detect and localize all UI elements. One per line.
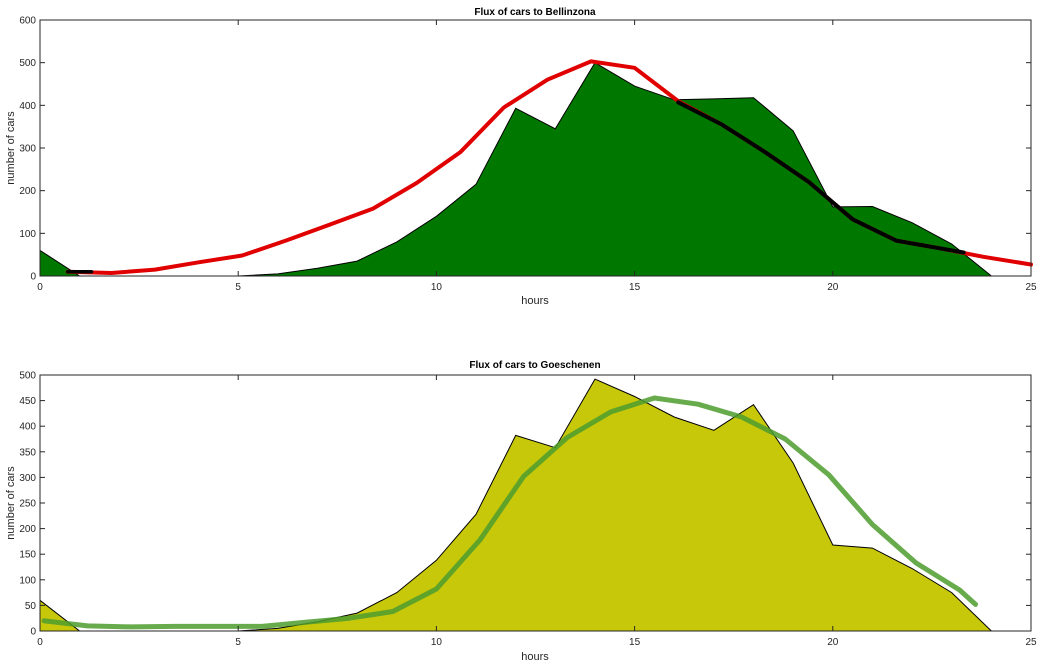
line-series	[41, 395, 978, 630]
x-tick-label: 10	[431, 282, 443, 293]
x-tick-label: 25	[1025, 282, 1037, 293]
y-tick-label: 0	[30, 272, 36, 283]
y-tick-label: 250	[19, 499, 36, 510]
chart-goeschenen: Flux of cars to Goeschenen hours number …	[5, 360, 1037, 663]
y-tick-label: 400	[19, 422, 36, 433]
y-tick-label: 450	[19, 396, 36, 407]
plot-area	[39, 59, 1033, 277]
x-tick-label: 5	[235, 637, 241, 648]
x-axis-label: hours	[521, 295, 549, 307]
x-tick-label: 0	[37, 282, 43, 293]
y-tick-label: 200	[19, 524, 36, 535]
chart-title: Flux of cars to Bellinzona	[474, 7, 596, 18]
x-tick-label: 20	[827, 637, 839, 648]
x-tick-label: 20	[827, 282, 839, 293]
y-tick-label: 300	[19, 473, 36, 484]
y-tick-label: 400	[19, 101, 36, 112]
x-tick-label: 15	[629, 282, 641, 293]
y-tick-label: 0	[30, 627, 36, 638]
x-tick-label: 0	[37, 637, 43, 648]
y-axis-label: number of cars	[5, 466, 17, 540]
x-axis-label: hours	[521, 651, 549, 663]
y-tick-label: 50	[25, 601, 37, 612]
x-tick-label: 15	[629, 637, 641, 648]
y-tick-label: 300	[19, 144, 36, 155]
y-tick-label: 100	[19, 575, 36, 586]
x-tick-label: 25	[1025, 637, 1037, 648]
y-tick-label: 500	[19, 371, 36, 382]
y-tick-label: 350	[19, 447, 36, 458]
chart-bellinzona: Flux of cars to Bellinzona hours number …	[5, 7, 1037, 307]
x-tick-label: 10	[431, 637, 443, 648]
y-axis-label: number of cars	[5, 111, 17, 185]
chart-title: Flux of cars to Goeschenen	[469, 360, 600, 371]
line-series-black	[676, 100, 966, 255]
y-tick-label: 500	[19, 58, 36, 69]
y-tick-label: 100	[19, 229, 36, 240]
y-tick-label: 600	[19, 16, 36, 27]
y-tick-label: 200	[19, 186, 36, 197]
y-tick-label: 150	[19, 550, 36, 561]
x-tick-label: 5	[235, 282, 241, 293]
